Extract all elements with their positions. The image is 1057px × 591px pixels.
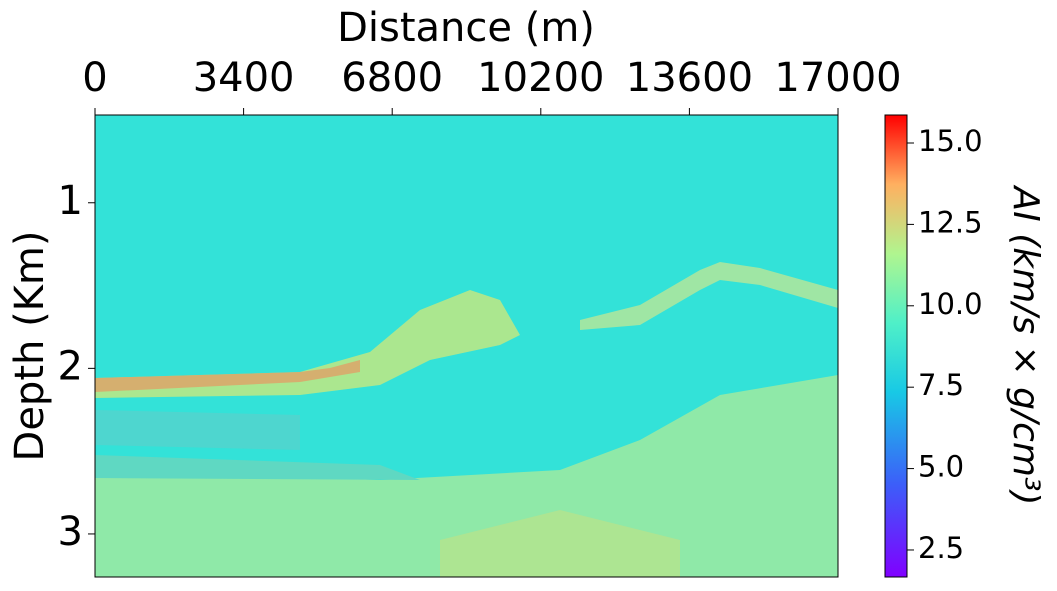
y-axis-label: Depth (Km) [7,231,53,462]
colorbar-tick-label: 5.0 [918,450,964,484]
colorbar-tick-label: 10.0 [918,287,983,321]
x-tick-label: 17000 [774,55,901,101]
colorbar-label: AI (km/s × g/cm³) [1005,185,1046,506]
heatmap-field [95,115,838,577]
y-tick-label: 1 [58,178,83,224]
colorbar-tick-label: 2.5 [918,531,964,565]
y-tick-label: 3 [58,509,83,555]
colorbar-tick-label: 7.5 [918,368,964,402]
x-tick-label: 6800 [341,55,443,101]
x-axis-label: Distance (m) [337,5,595,51]
x-tick-label: 0 [82,55,107,101]
x-tick-label: 13600 [626,55,753,101]
y-tick-label: 2 [58,343,83,389]
x-tick-label: 10200 [477,55,604,101]
x-tick-label: 3400 [193,55,295,101]
colorbar-tick-label: 15.0 [918,124,983,158]
colorbar-tick-label: 12.5 [918,205,983,239]
plot-frame [94,114,839,578]
colorbar [884,114,908,578]
